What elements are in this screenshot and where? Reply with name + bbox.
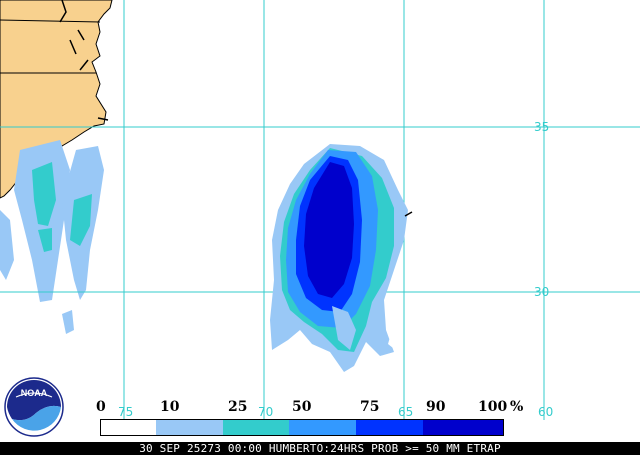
legend-swatch-10-25 <box>156 420 223 435</box>
legend-swatch-50-75 <box>289 420 356 435</box>
lon-label-70: 70 <box>258 405 273 419</box>
legend-tick-0: 0 <box>96 399 106 415</box>
lat-label-30: 30 <box>534 285 549 299</box>
noaa-logo-icon: NOAA <box>4 377 64 437</box>
state-border <box>0 19 101 74</box>
coast-detail <box>43 0 109 151</box>
lon-label-75: 75 <box>118 405 133 419</box>
probability-area-west <box>0 140 104 334</box>
bin-90-100 <box>304 162 354 298</box>
lon-label-60: 60 <box>538 405 553 419</box>
legend-unit: % <box>510 399 524 415</box>
legend-tick-10: 10 <box>160 399 180 415</box>
legend-color-bar <box>100 419 504 436</box>
legend-tick-25: 25 <box>228 399 248 415</box>
legend-tick-50: 50 <box>292 399 312 415</box>
probability-area-humberto <box>270 144 408 372</box>
latitude-labels: 35 30 <box>534 120 549 299</box>
legend-tick-90: 90 <box>426 399 446 415</box>
legend-swatch-90-100 <box>423 420 503 435</box>
legend-tick-75: 75 <box>360 399 380 415</box>
caption-bar: 30 SEP 25273 00:00 HUMBERTO:24HRS PROB >… <box>0 442 640 455</box>
legend-swatch-25-50 <box>223 420 289 435</box>
legend-swatch-0-10 <box>101 420 156 435</box>
logo-text: NOAA <box>21 388 48 398</box>
lon-label-65: 65 <box>398 405 413 419</box>
legend-tick-100: 100 <box>478 399 508 415</box>
lat-label-35: 35 <box>534 120 549 134</box>
longitude-labels: 75 70 65 60 <box>118 405 553 419</box>
bermuda-island <box>404 211 413 217</box>
legend-swatch-75-90 <box>356 420 423 435</box>
